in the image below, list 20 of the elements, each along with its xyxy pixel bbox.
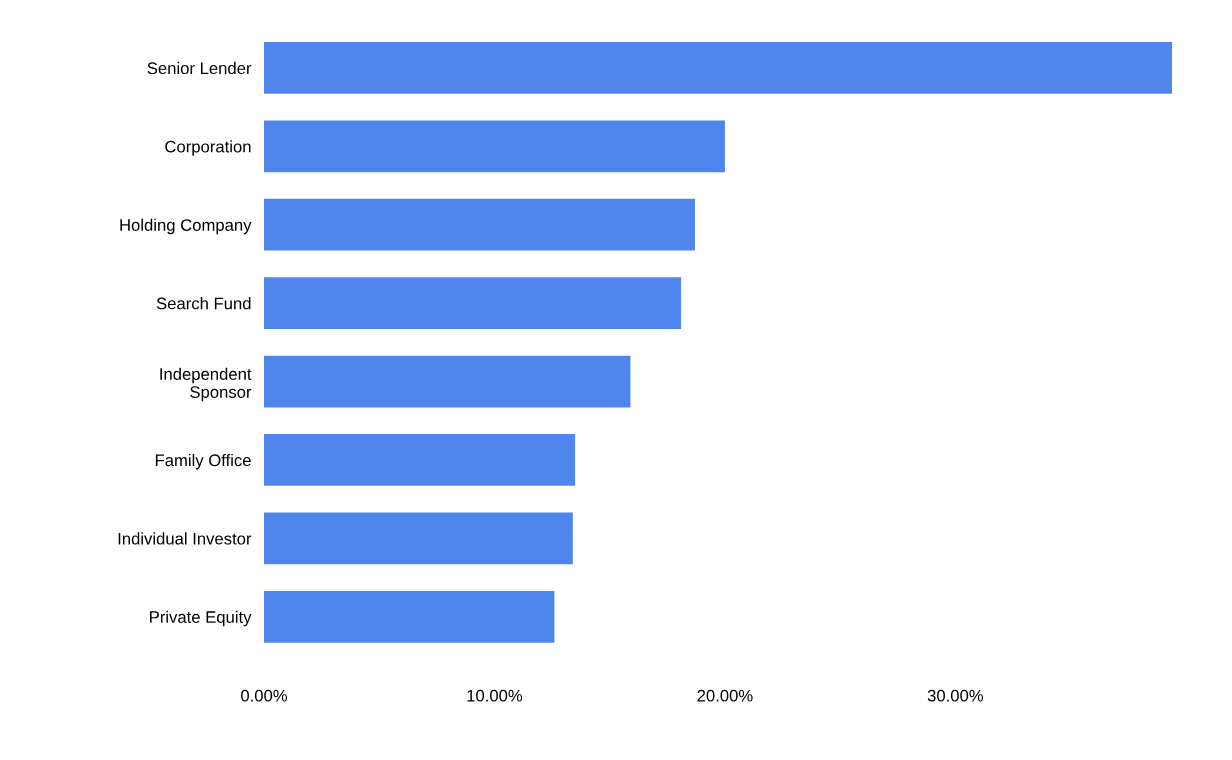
y-tick-label: Private Equity bbox=[150, 610, 252, 627]
x-tick-label: 30.00% bbox=[927, 689, 984, 702]
bar bbox=[264, 355, 631, 408]
y-tick-label: Corporation bbox=[165, 140, 251, 156]
bar bbox=[264, 590, 555, 643]
bar bbox=[264, 277, 682, 330]
y-tick-label: Senior Lender bbox=[147, 61, 252, 75]
bar bbox=[264, 42, 1172, 94]
bar bbox=[264, 512, 573, 565]
bar bbox=[264, 434, 576, 486]
x-tick-label: 20.00% bbox=[697, 689, 753, 702]
x-tick-label: 10.00% bbox=[467, 689, 523, 702]
y-tick-label: Family Office bbox=[155, 453, 251, 470]
bar bbox=[264, 198, 695, 251]
y-tick-label: Holding Company bbox=[120, 218, 252, 235]
y-tick-label: Search Fund bbox=[156, 297, 251, 310]
bar bbox=[264, 120, 725, 173]
y-tick-label: Individual Investor bbox=[118, 532, 252, 545]
y-tick-label: Independent Sponsor bbox=[160, 367, 252, 402]
x-tick-label: 0.00% bbox=[241, 689, 288, 702]
